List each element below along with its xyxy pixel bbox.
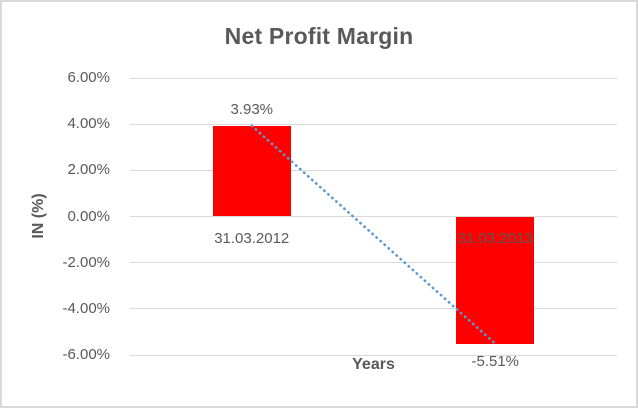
plot-area: 3.93% 31.03.2012 -5.51% 31.03.2013	[130, 77, 617, 370]
y-axis-title: IN (%)	[30, 193, 47, 239]
bar	[456, 216, 535, 344]
chart-title: Net Profit Margin	[224, 23, 414, 49]
category-label: 31.03.2012	[214, 229, 290, 247]
y-tick-label: 0.00%	[67, 207, 110, 225]
y-tick-label: -2.00%	[62, 253, 110, 271]
gridline	[130, 77, 617, 79]
gridline	[130, 169, 617, 171]
gridline	[130, 308, 617, 310]
gridline	[130, 216, 617, 217]
gridline	[130, 123, 617, 125]
bar-data-label: -5.51%	[471, 352, 520, 370]
y-tick-label: 2.00%	[67, 161, 110, 179]
bar-data-label: 3.93%	[230, 100, 274, 118]
x-axis-title: Years	[352, 356, 395, 373]
y-tick-label: -6.00%	[62, 346, 110, 363]
category-label: 31.03.2013	[457, 229, 533, 247]
y-tick-label: -4.00%	[62, 299, 110, 317]
trendline	[250, 124, 497, 345]
gridline	[130, 262, 617, 264]
gridline	[130, 354, 617, 356]
y-tick-label: 6.00%	[67, 69, 110, 86]
bar	[212, 125, 291, 217]
y-tick-label: 4.00%	[67, 115, 110, 133]
